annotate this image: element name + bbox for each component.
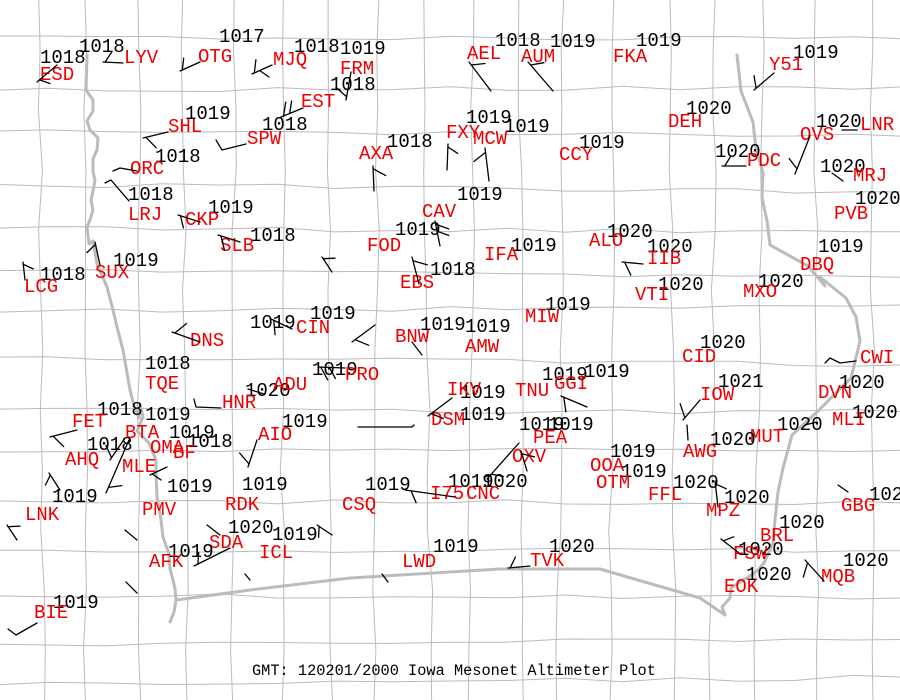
- svg-text:AHQ: AHQ: [65, 449, 99, 471]
- svg-text:CCY: CCY: [559, 144, 594, 166]
- svg-text:1018: 1018: [128, 184, 174, 206]
- svg-text:1019: 1019: [433, 536, 479, 558]
- svg-text:SLB: SLB: [220, 235, 254, 257]
- svg-text:1019: 1019: [550, 31, 596, 53]
- svg-text:MPZ: MPZ: [706, 500, 740, 522]
- svg-text:ICL: ICL: [259, 542, 293, 564]
- svg-text:SHL: SHL: [168, 116, 202, 138]
- svg-text:PVB: PVB: [834, 203, 868, 225]
- svg-text:CKP: CKP: [185, 209, 219, 231]
- svg-text:BNW: BNW: [395, 326, 430, 348]
- svg-text:IOW: IOW: [700, 384, 735, 406]
- svg-text:FSW: FSW: [733, 543, 768, 565]
- svg-text:1019: 1019: [242, 474, 288, 496]
- svg-text:1019: 1019: [465, 316, 511, 338]
- svg-text:MIW: MIW: [525, 306, 560, 328]
- svg-text:EOK: EOK: [724, 576, 759, 598]
- svg-text:1018: 1018: [79, 36, 125, 58]
- svg-text:1019: 1019: [504, 116, 550, 138]
- svg-text:AUM: AUM: [521, 46, 555, 68]
- svg-text:BIE: BIE: [34, 602, 68, 624]
- svg-text:PDC: PDC: [747, 150, 781, 172]
- svg-text:ORC: ORC: [130, 158, 164, 180]
- svg-text:SPW: SPW: [247, 128, 282, 150]
- svg-text:AMW: AMW: [465, 336, 500, 358]
- svg-text:LRJ: LRJ: [128, 204, 162, 226]
- svg-text:CSQ: CSQ: [342, 494, 376, 516]
- svg-text:1019: 1019: [584, 361, 630, 383]
- svg-text:1019: 1019: [340, 38, 386, 60]
- svg-text:FOD: FOD: [367, 235, 401, 257]
- svg-text:TNU: TNU: [515, 380, 549, 402]
- svg-text:DNS: DNS: [190, 330, 224, 352]
- svg-text:ALO: ALO: [589, 230, 623, 252]
- svg-text:GBG: GBG: [841, 495, 875, 517]
- svg-text:MQB: MQB: [821, 566, 855, 588]
- svg-text:1019: 1019: [167, 476, 213, 498]
- svg-text:1018: 1018: [145, 353, 191, 375]
- svg-text:1018: 1018: [330, 74, 376, 96]
- svg-text:CWI: CWI: [860, 347, 894, 369]
- svg-text:AXA: AXA: [359, 143, 394, 165]
- svg-text:CNC: CNC: [466, 483, 500, 505]
- svg-text:LYV: LYV: [124, 47, 159, 69]
- svg-text:1018: 1018: [430, 259, 476, 281]
- svg-text:EST: EST: [301, 91, 335, 113]
- svg-text:GGI: GGI: [554, 373, 588, 395]
- svg-text:1018: 1018: [250, 225, 296, 247]
- svg-text:AWG: AWG: [683, 441, 717, 463]
- svg-text:AEL: AEL: [467, 43, 501, 65]
- svg-text:LWD: LWD: [402, 551, 436, 573]
- svg-text:AFK: AFK: [149, 551, 184, 573]
- svg-text:DVN: DVN: [818, 382, 852, 404]
- svg-text:1017: 1017: [219, 26, 265, 48]
- svg-text:PRO: PRO: [345, 364, 379, 386]
- svg-text:TVK: TVK: [530, 550, 565, 572]
- svg-text:MCW: MCW: [473, 128, 508, 150]
- svg-text:AIO: AIO: [258, 424, 292, 446]
- svg-text:LNR: LNR: [860, 114, 894, 136]
- svg-text:LCG: LCG: [24, 276, 58, 298]
- svg-text:OVS: OVS: [800, 124, 834, 146]
- svg-text:CIN: CIN: [296, 317, 330, 339]
- svg-text:SDA: SDA: [209, 532, 244, 554]
- svg-text:IIB: IIB: [647, 248, 681, 270]
- svg-text:CAV: CAV: [422, 201, 457, 223]
- svg-text:FFL: FFL: [648, 484, 682, 506]
- svg-text:MJQ: MJQ: [273, 49, 307, 71]
- svg-text:OXV: OXV: [512, 446, 547, 468]
- svg-text:1019: 1019: [250, 312, 296, 334]
- svg-text:DBQ: DBQ: [800, 254, 834, 276]
- svg-text:BF: BF: [173, 442, 196, 464]
- svg-text:1019: 1019: [365, 474, 411, 496]
- svg-text:OTG: OTG: [198, 46, 232, 68]
- svg-text:MLI: MLI: [832, 409, 866, 431]
- svg-text:CID: CID: [682, 346, 716, 368]
- svg-text:OTM: OTM: [596, 472, 630, 494]
- svg-text:DSM: DSM: [431, 409, 465, 431]
- svg-text:TQE: TQE: [145, 373, 179, 395]
- svg-text:VTI: VTI: [635, 284, 669, 306]
- svg-text:1019: 1019: [519, 414, 565, 436]
- svg-text:HNR: HNR: [222, 392, 256, 414]
- svg-text:1019: 1019: [460, 404, 506, 426]
- svg-text:ADU: ADU: [273, 374, 307, 396]
- svg-text:DEH: DEH: [668, 111, 702, 133]
- svg-text:IFA: IFA: [484, 244, 519, 266]
- svg-text:FKA: FKA: [613, 46, 648, 68]
- svg-text:1019: 1019: [457, 184, 503, 206]
- svg-text:LNK: LNK: [25, 504, 60, 526]
- svg-text:MXO: MXO: [743, 281, 777, 303]
- svg-text:RDK: RDK: [225, 494, 260, 516]
- svg-text:PMV: PMV: [142, 499, 177, 521]
- svg-text:1018: 1018: [387, 131, 433, 153]
- svg-text:MRJ: MRJ: [853, 165, 887, 187]
